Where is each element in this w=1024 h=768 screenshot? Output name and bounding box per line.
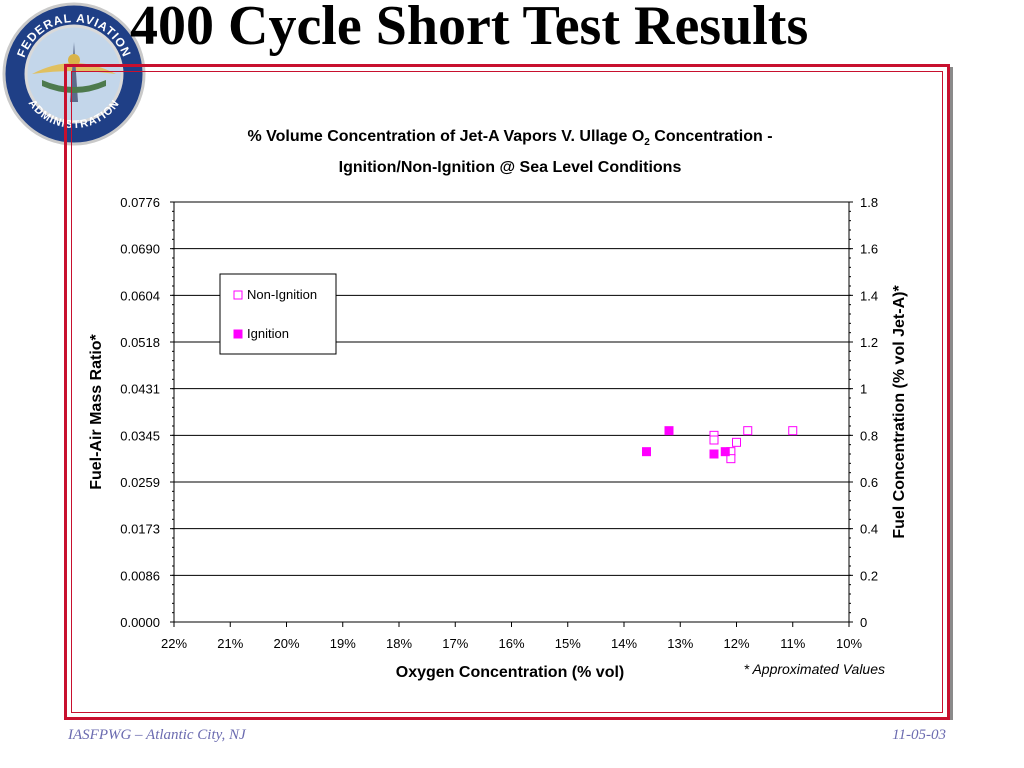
y2-tick-label: 1.6	[860, 242, 878, 257]
approximated-note: * Approximated Values	[744, 661, 885, 677]
x-tick-label: 10%	[836, 636, 862, 651]
x-tick-label: 18%	[386, 636, 412, 651]
ignition-point	[642, 447, 651, 457]
x-tick-label: 21%	[217, 636, 243, 651]
content-frame-inner	[71, 71, 943, 713]
chart-title-line1-end: Concentration -	[649, 128, 773, 145]
y-tick-label: 0.0431	[120, 382, 160, 397]
data-points	[642, 426, 798, 464]
legend: Non-Ignition Ignition	[219, 273, 337, 355]
chart-title-line1: % Volume Concentration of Jet-A Vapors V…	[247, 128, 645, 145]
y-tick-label: 0.0086	[120, 568, 160, 583]
y2-tick-label: 0.4	[860, 522, 878, 537]
x-tick-label: 20%	[273, 636, 299, 651]
plot-area	[173, 201, 850, 623]
x-tick-label: 19%	[330, 636, 356, 651]
legend-label-ignition: Ignition	[247, 326, 289, 341]
y-tick-label: 0.0776	[120, 195, 160, 210]
chart-title-line2: Ignition/Non-Ignition @ Sea Level Condit…	[338, 159, 682, 177]
chart-title-subscript: 2	[644, 137, 650, 149]
chart-title: % Volume Concentration of Jet-A Vapors V…	[150, 124, 870, 180]
x-tick-label: 14%	[611, 636, 637, 651]
x-tick-label: 16%	[498, 636, 524, 651]
ignition-point	[709, 449, 719, 459]
frame-shadow-right	[950, 67, 953, 720]
y2-tick-label: 0	[860, 615, 867, 630]
footer-date: 11-05-03	[892, 727, 946, 743]
y2-tick-label: 0.6	[860, 475, 878, 490]
legend-box	[219, 273, 337, 355]
content-frame	[64, 64, 950, 720]
non-ignition-point	[743, 426, 753, 436]
y2-tick-label: 1	[860, 382, 867, 397]
non-ignition-point	[732, 437, 741, 447]
non-ignition-point	[726, 454, 736, 464]
x-axis-ticks: 22% 21% 20% 19% 18% 17% 16% 15% 14% 13% 12% 11% 10%	[161, 622, 862, 651]
y2-tick-label: 0.2	[860, 568, 878, 583]
y-tick-label: 0.0173	[120, 522, 160, 537]
y2-tick-label: 1.4	[860, 288, 878, 303]
y-tick-label: 0.0690	[120, 242, 160, 257]
y2-tick-label: 1.2	[860, 335, 878, 350]
y-tick-label: 0.0345	[120, 428, 160, 443]
y2-axis-label: Fuel Concentration (% vol Jet-A)*	[891, 285, 908, 539]
x-tick-label: 13%	[667, 636, 693, 651]
x-tick-label: 15%	[555, 636, 581, 651]
ignition-point	[664, 426, 674, 436]
slide-title: 400 Cycle Short Test Results	[130, 0, 809, 57]
faa-seal-logo: FEDERAL AVIATION ADMINISTRATION	[2, 2, 146, 146]
ignition-point	[720, 447, 730, 457]
x-tick-label: 11%	[780, 636, 805, 651]
legend-marker-ignition	[233, 329, 243, 339]
footer-left: IASFPWG – Atlantic City, NJ	[68, 727, 246, 743]
x-axis-label: Oxygen Concentration (% vol)	[396, 664, 624, 681]
legend-marker-non-ignition	[233, 290, 243, 300]
y2-tick-label: 0.8	[860, 428, 878, 443]
y-tick-label: 0.0604	[120, 288, 160, 303]
non-ignition-point	[788, 426, 798, 436]
y-axis-label: Fuel-Air Mass Ratio*	[88, 333, 105, 489]
left-axis-ticks: 0.0000 0.0086 0.0173 0.0259 0.0345 0.0431 0.05…	[120, 195, 174, 630]
x-tick-label: 12%	[723, 636, 749, 651]
x-tick-label: 17%	[442, 636, 468, 651]
y-tick-label: 0.0259	[120, 475, 160, 490]
right-axis-ticks: 0 0.2 0.4 0.6 0.8 1 1.2 1.4 1.6 1.8	[849, 195, 878, 630]
x-tick-label: 22%	[161, 636, 187, 651]
non-ignition-point	[709, 435, 719, 445]
y-tick-label: 0.0000	[120, 615, 160, 630]
y-tick-label: 0.0518	[120, 335, 160, 350]
legend-label-non-ignition: Non-Ignition	[247, 287, 317, 302]
y2-tick-label: 1.8	[860, 195, 878, 210]
